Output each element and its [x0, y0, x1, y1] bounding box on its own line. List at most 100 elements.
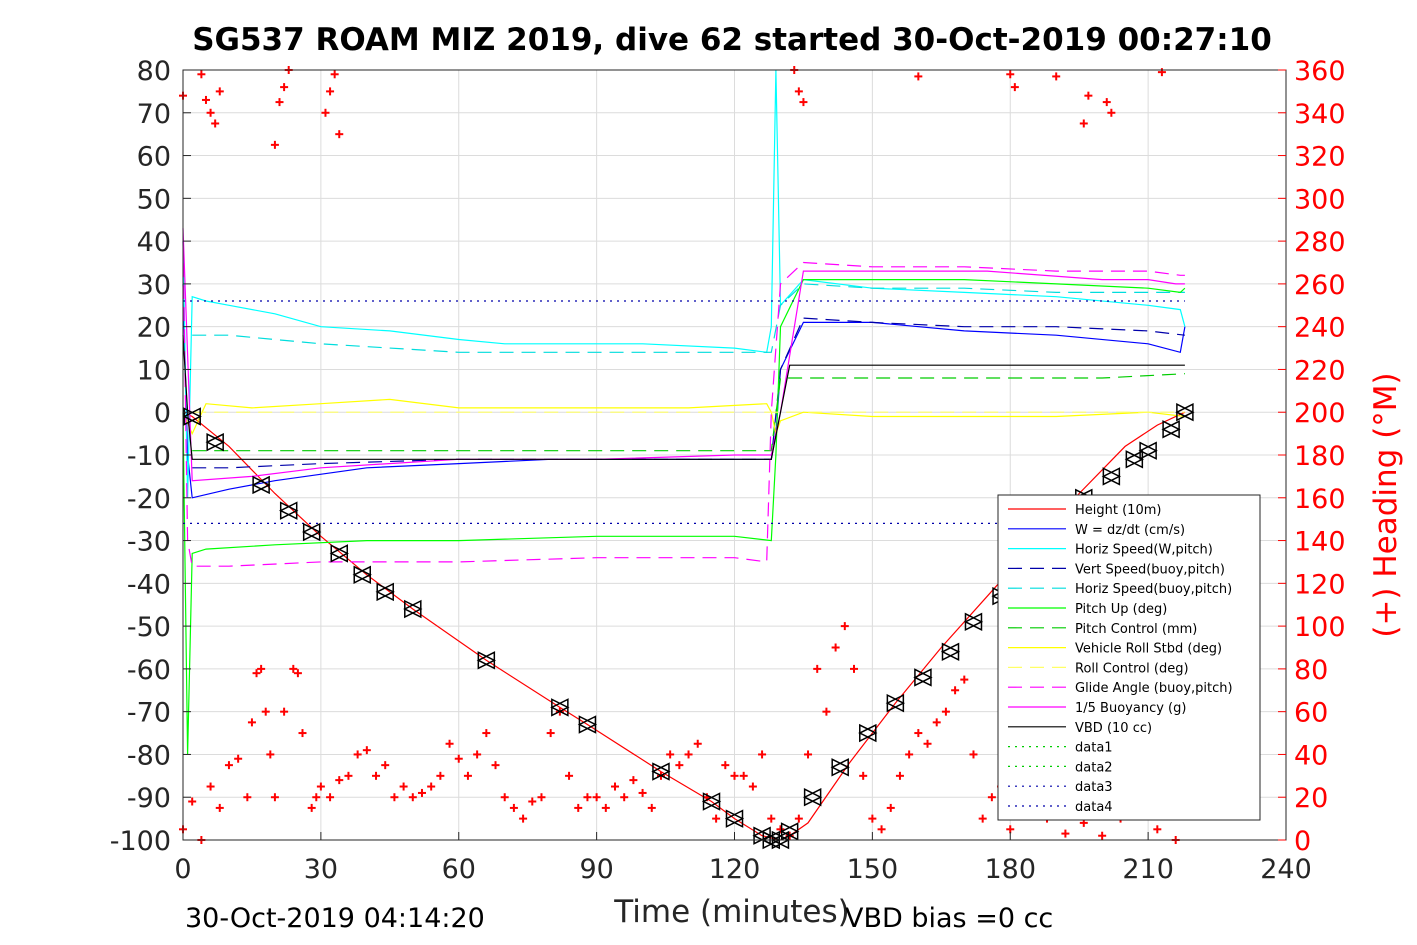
heading-marker: [574, 803, 583, 812]
heading-marker: [491, 761, 500, 770]
footer-timestamp: 30-Oct-2019 04:14:20: [185, 903, 485, 934]
heading-marker: [298, 729, 307, 738]
right-axis-label: (+) Heading (°M): [1368, 372, 1404, 637]
heading-marker: [335, 776, 344, 785]
heading-marker: [831, 643, 840, 652]
depth-marker: [724, 809, 745, 828]
heading-marker: [1153, 825, 1162, 834]
series-line-7: [182, 398, 1185, 436]
heading-marker: [1098, 831, 1107, 840]
legend-entry: data1: [1075, 741, 1113, 756]
y-tick-label: 80: [137, 56, 171, 87]
heading-marker-top: [215, 87, 224, 96]
legend-entry: Glide Angle (buoy,pitch): [1075, 681, 1233, 696]
heading-marker: [417, 788, 426, 797]
depth-marker: [830, 758, 850, 777]
depth-marker: [779, 822, 800, 841]
heading-marker: [886, 803, 895, 812]
depth-marker: [1138, 441, 1158, 460]
heading-marker: [840, 622, 849, 631]
x-tick-label: 30: [304, 854, 338, 885]
heading-marker: [257, 664, 266, 673]
depth-marker: [651, 762, 671, 781]
depth-marker: [352, 565, 372, 584]
heading-marker-top: [799, 98, 808, 107]
x-tick-label: 150: [847, 854, 899, 885]
heading-marker-top: [201, 95, 210, 104]
heading-marker: [969, 750, 978, 759]
right-tick-label: 260: [1294, 270, 1346, 301]
legend-entry: Pitch Up (deg): [1075, 602, 1167, 617]
heading-marker: [895, 771, 904, 780]
heading-marker: [666, 750, 675, 759]
right-tick-label: 220: [1294, 355, 1346, 386]
legend-entry: data2: [1075, 760, 1113, 775]
heading-marker: [932, 718, 941, 727]
heading-marker-top: [1107, 108, 1116, 117]
depth-marker: [251, 475, 271, 495]
heading-marker: [592, 793, 601, 802]
heading-marker-top: [914, 72, 923, 81]
series-line-4: [192, 283, 1185, 353]
heading-marker: [280, 707, 289, 716]
heading-marker-top: [335, 130, 344, 139]
right-tick-label: 320: [1294, 142, 1346, 173]
heading-marker: [951, 686, 960, 695]
y-tick-label: -40: [127, 569, 171, 600]
heading-marker: [675, 761, 684, 770]
heading-marker: [427, 782, 436, 791]
series-line-3: [192, 317, 1185, 469]
y-tick-label: 0: [154, 398, 171, 429]
y-tick-label: -30: [127, 527, 171, 558]
legend-entry: Horiz Speed(buoy,pitch): [1075, 582, 1232, 597]
heading-marker: [436, 771, 445, 780]
heading-marker-top: [1052, 72, 1061, 81]
heading-marker: [758, 750, 767, 759]
heading-marker-top: [326, 87, 335, 96]
y-tick-label: 60: [137, 142, 171, 173]
depth-marker: [182, 407, 202, 426]
x-tick-label: 90: [579, 854, 613, 885]
heading-marker: [326, 793, 335, 802]
y-tick-label: 20: [137, 313, 171, 344]
heading-marker: [748, 782, 757, 791]
right-tick-label: 140: [1294, 527, 1346, 558]
heading-marker: [289, 664, 298, 673]
heading-marker-top: [1084, 91, 1093, 100]
series-line-2: [182, 69, 1186, 498]
heading-marker: [537, 793, 546, 802]
heading-marker-top: [1010, 83, 1019, 92]
right-tick-label: 160: [1294, 484, 1346, 515]
legend-entry: VBD (10 cc): [1075, 721, 1152, 736]
legend-entry: W = dz/dt (cm/s): [1075, 523, 1185, 538]
heading-marker: [767, 814, 776, 823]
right-tick-label: 40: [1294, 740, 1328, 771]
heading-marker-top: [280, 83, 289, 92]
heading-marker: [813, 664, 822, 673]
heading-marker: [500, 793, 509, 802]
left-axis-ticks: -100-90-80-70-60-50-40-30-20-10010203040…: [110, 56, 191, 857]
heading-marker-top: [275, 98, 284, 107]
heading-marker: [859, 771, 868, 780]
right-tick-label: 120: [1294, 569, 1346, 600]
depth-marker: [403, 599, 423, 619]
heading-marker: [293, 669, 302, 678]
heading-marker: [721, 761, 730, 770]
y-tick-label: 30: [137, 270, 171, 301]
y-tick-label: -10: [127, 441, 171, 472]
depth-marker: [913, 668, 933, 687]
x-tick-label: 240: [1260, 854, 1312, 885]
footer-vbd-bias: VBD bias =0 cc: [845, 903, 1053, 934]
heading-marker: [509, 803, 518, 812]
right-tick-label: 20: [1294, 783, 1328, 814]
y-tick-label: -90: [127, 783, 171, 814]
heading-marker: [528, 797, 537, 806]
heading-marker-top: [211, 119, 220, 128]
heading-marker: [463, 771, 472, 780]
series-line-6: [192, 373, 1185, 452]
heading-marker-top: [1102, 98, 1111, 107]
y-tick-label: -60: [127, 655, 171, 686]
depth-marker: [940, 642, 961, 661]
y-tick-label: 70: [137, 99, 171, 130]
heading-marker: [234, 754, 243, 763]
